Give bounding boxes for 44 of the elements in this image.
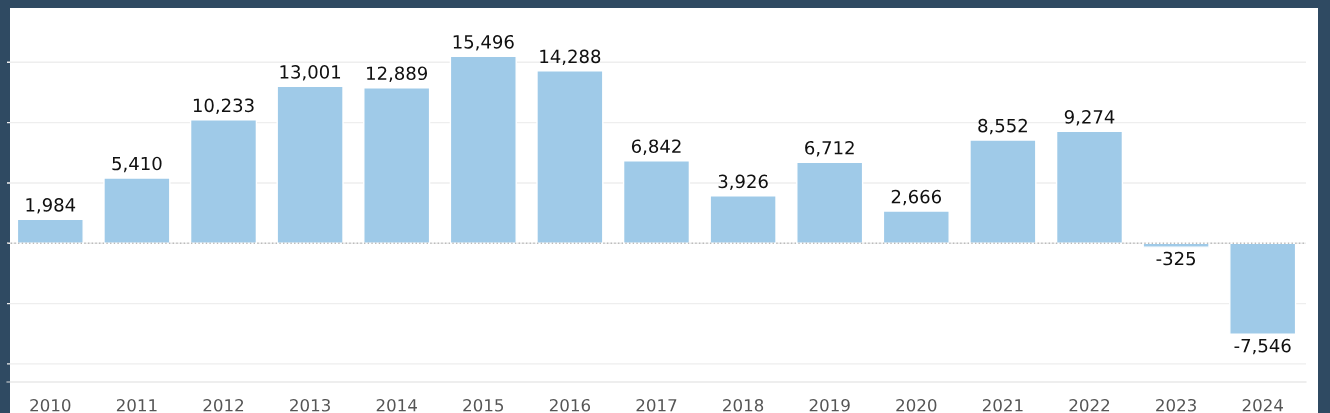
x-tick-label: 2016	[549, 398, 591, 412]
bar	[189, 119, 258, 244]
data-label: -7,546	[1234, 338, 1291, 355]
bar	[1229, 242, 1297, 335]
data-label: 14,288	[540, 49, 601, 66]
bar	[1055, 130, 1124, 244]
bar	[969, 139, 1037, 244]
bar	[536, 70, 604, 244]
data-label: -325	[1156, 251, 1196, 266]
bar	[449, 55, 517, 244]
data-label: 8,552	[978, 118, 1027, 135]
data-label: 13,001	[280, 65, 341, 81]
x-tick-label: 2022	[1069, 398, 1110, 412]
x-tick-label: 2014	[376, 398, 417, 412]
bar	[709, 195, 777, 244]
bar	[882, 210, 950, 244]
bar	[276, 85, 344, 244]
data-label: 2,666	[891, 189, 942, 206]
data-label: 5,410	[112, 156, 162, 173]
x-tick-label: 2012	[203, 398, 244, 412]
x-tick-label: 2017	[636, 398, 677, 412]
data-label: 6,712	[805, 140, 854, 157]
bar	[622, 160, 691, 244]
bar	[16, 218, 84, 244]
x-tick-label: 2018	[723, 398, 764, 412]
data-label: 1,984	[26, 198, 76, 214]
bar	[363, 87, 431, 244]
x-tick-label: 2011	[116, 398, 157, 412]
x-tick-label: 2013	[290, 398, 330, 412]
data-label: 9,274	[1064, 110, 1115, 126]
x-tick-label: 2021	[982, 398, 1023, 412]
data-label: 10,233	[193, 98, 254, 114]
data-label: 3,926	[718, 174, 768, 191]
x-tick-label: 2024	[1242, 398, 1283, 412]
bar	[103, 177, 171, 244]
bar	[796, 161, 864, 244]
x-tick-label: 2019	[809, 398, 850, 412]
x-tick-label: 2023	[1156, 398, 1196, 412]
x-tick-label: 2015	[463, 398, 504, 412]
x-tick-label: 2020	[896, 398, 937, 412]
x-tick-label: 2010	[30, 398, 71, 412]
data-label: 6,842	[631, 139, 681, 155]
data-label: 12,889	[367, 66, 428, 82]
data-label: 15,496	[453, 34, 514, 51]
